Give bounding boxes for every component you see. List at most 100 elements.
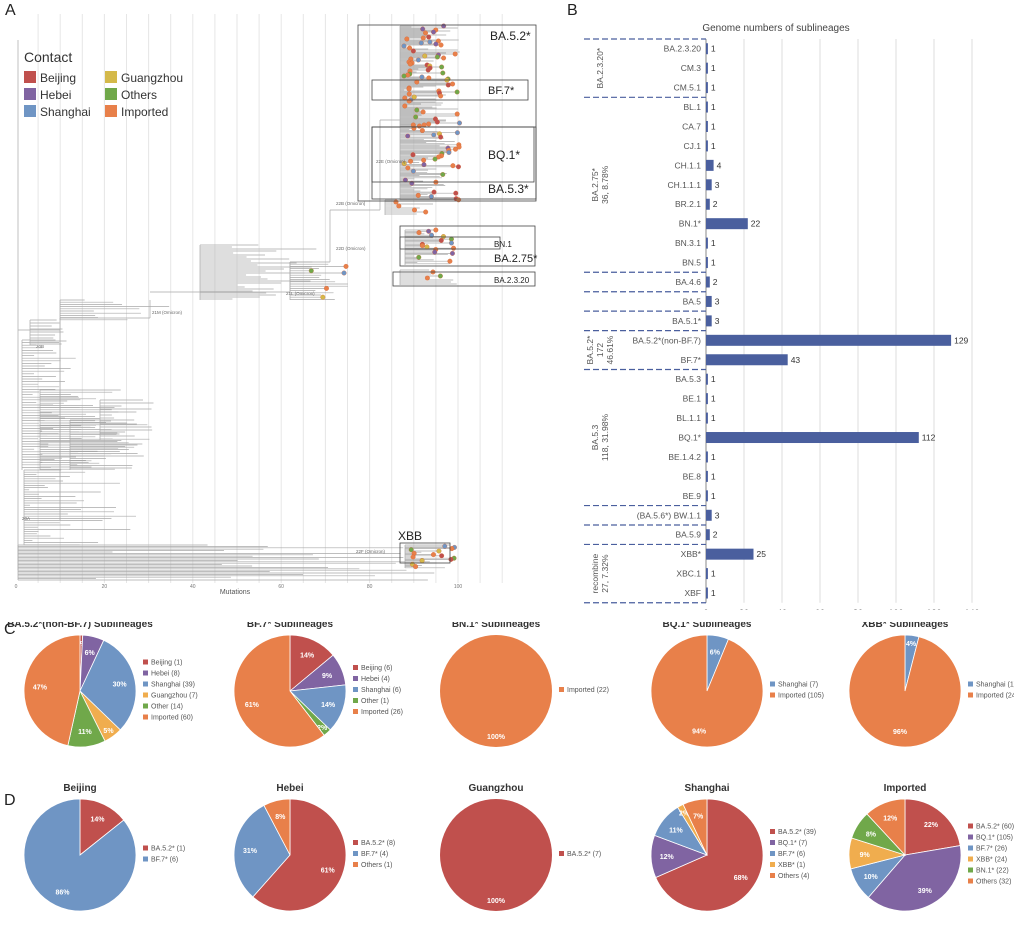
pie-legend-swatch: [143, 659, 148, 665]
clade-label: BN.1: [494, 240, 512, 249]
bar-value-label: 129: [954, 335, 968, 345]
tip-point: [430, 552, 436, 558]
tip-point: [416, 230, 422, 236]
bar-x-tick: 60: [815, 608, 825, 610]
tip-point: [441, 23, 447, 29]
bar: [706, 218, 748, 230]
pie-pct-label: 10%: [864, 874, 879, 881]
bar-category-label: BN.1*: [679, 219, 702, 229]
bar-category-label: BL.1: [684, 102, 702, 112]
bar-category-label: XBC.1: [676, 569, 701, 579]
tip-point: [436, 154, 442, 160]
bar-category-label: BE.9: [683, 491, 702, 501]
tip-point: [413, 114, 419, 120]
bar: [706, 43, 708, 55]
tip-point: [427, 39, 433, 45]
legend-swatch: [105, 88, 117, 100]
tip-point: [419, 74, 425, 80]
clade-boxes: BA.5.2* BF.7* BQ.1* BA.5.3* BN.1 BA.2.75* BA.2…: [357, 24, 538, 564]
tip-point: [401, 161, 407, 166]
pie-chart: Beijing 14% BA.5.2* (1) 86% BF.7* (6): [23, 783, 185, 912]
pie-legend-label: Imported (22): [567, 687, 609, 694]
panel-label-d: D: [4, 792, 16, 809]
pie-legend-swatch: [968, 834, 973, 840]
group-label: 36, 8.78%: [600, 165, 610, 204]
pie-legend-label: Others (1): [361, 862, 393, 869]
pie-chart: Shanghai 68% BA.5.2* (39) 12% BQ.1* (7) 11% BF…: [650, 783, 816, 912]
node-label: 20B: [36, 344, 44, 349]
tip-point: [406, 86, 412, 92]
clade-box: [371, 79, 529, 101]
pie-pct-label: 96%: [893, 729, 908, 736]
pie-legend-swatch: [770, 873, 775, 878]
bars: [706, 43, 952, 599]
node-label: 22D (Omicron): [336, 246, 366, 251]
bar: [706, 159, 714, 171]
pie-legend-label: Imported (105): [778, 693, 824, 700]
bar-category-label: BQ.1*: [678, 433, 701, 443]
pie-title: BQ.1* Sublineages: [663, 622, 752, 630]
pie-legend-label: BA.5.2* (1): [151, 846, 185, 853]
pie-legend-label: Shanghai (1): [976, 682, 1014, 689]
tip-point: [456, 164, 461, 170]
tip-point: [449, 240, 454, 246]
pie-legend-label: Imported (60): [151, 715, 193, 722]
bar: [706, 451, 708, 463]
clade-label: BQ.1*: [488, 148, 520, 162]
clade-box: [392, 271, 536, 287]
tip-point: [410, 152, 416, 158]
bar: [706, 490, 708, 502]
bar-value-label: 3: [715, 316, 720, 326]
clade-label: BA.2.75*: [494, 253, 538, 265]
clade-box: [357, 24, 537, 202]
pie-pct-label: 2%: [317, 725, 328, 732]
tip-point: [440, 172, 446, 177]
tip-point: [438, 237, 444, 243]
tip-point: [440, 70, 446, 76]
panel-label-c: C: [4, 621, 16, 638]
tree-x-tick: 80: [367, 584, 373, 590]
bar-value-label: 2: [713, 277, 718, 287]
pie-slice: [440, 635, 552, 747]
bar: [706, 198, 710, 210]
node-label: 20A: [22, 516, 30, 521]
pie-legend-label: BA.5.2* (60): [976, 824, 1014, 831]
pie-charts: BA.5.2*(non-BF.7) Sublineages 1% Beijing (…: [7, 622, 1014, 912]
pie-pct-label: 100%: [487, 898, 506, 905]
bar-value-label: 1: [711, 374, 716, 384]
pie-slice: [904, 798, 961, 856]
bar: [706, 101, 708, 113]
pie-slice: [233, 634, 325, 748]
bar-value-label: 1: [711, 471, 716, 481]
pie-slice: [23, 798, 137, 912]
bar-category-label: BL.1.1: [676, 413, 701, 423]
tip-point: [415, 57, 421, 63]
pie-legend-label: BA.5.2* (8): [361, 840, 395, 847]
bar-category-label: CA.7: [682, 121, 701, 131]
bar: [706, 315, 712, 327]
pie-legend-swatch: [968, 823, 973, 829]
pie-pct-label: 9%: [322, 673, 333, 680]
bar-category-label: BF.7*: [681, 355, 702, 365]
bar: [706, 509, 712, 521]
tree-x-tick: 20: [102, 584, 108, 590]
tip-point: [439, 64, 445, 70]
node-label: 22B (Omicron): [336, 201, 366, 206]
pie-title: Shanghai: [684, 783, 729, 794]
pie-legend-label: Imported (26): [361, 709, 403, 716]
pie-legend-swatch: [353, 665, 358, 670]
tip-point: [449, 250, 455, 256]
tip-point: [419, 558, 425, 564]
clade-label: BF.7*: [488, 85, 515, 97]
pie-pct-label: 12%: [660, 854, 675, 861]
bar: [706, 412, 708, 424]
bar-chart-title: Genome numbers of sublineages: [702, 23, 849, 34]
pie-chart: Imported 22% BA.5.2* (60) 39% BQ.1* (105) 10%…: [848, 783, 1014, 912]
pie-legend-swatch: [353, 862, 358, 867]
bar-value-label: 2: [713, 199, 718, 209]
pie-pct-label: 31%: [243, 848, 258, 855]
pie-legend-label: XBB* (24): [976, 857, 1007, 864]
bar: [706, 587, 708, 599]
bar: [706, 373, 708, 385]
tree-x-axis-label: Mutations: [220, 589, 251, 596]
